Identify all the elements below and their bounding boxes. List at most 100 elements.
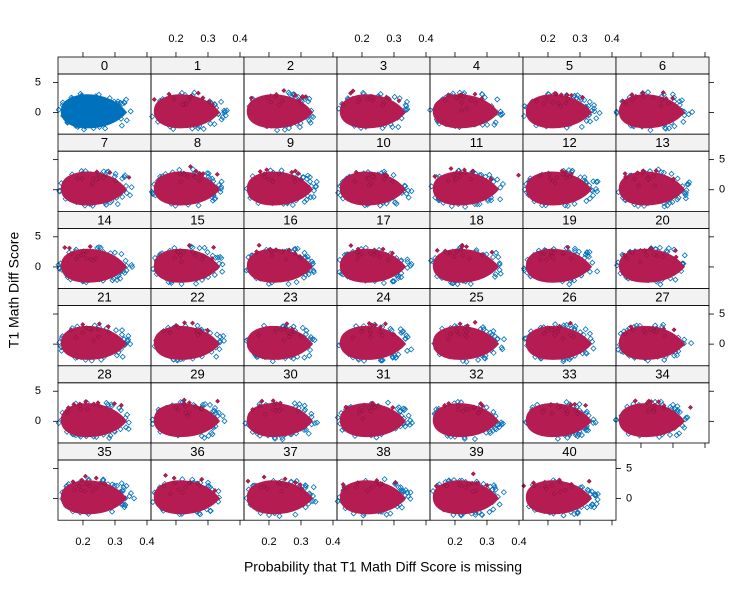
point-imputed: [366, 320, 372, 326]
point-imputed: [186, 480, 192, 486]
point-outline: [95, 244, 103, 251]
point-outline: [290, 355, 297, 362]
point-imputed: [343, 404, 349, 410]
point-imputed: [66, 245, 72, 251]
point-imputed: [673, 254, 679, 260]
point-outline: [590, 419, 597, 427]
point-imputed: [564, 411, 570, 417]
point-outline: [681, 336, 688, 343]
point-outline: [218, 254, 225, 262]
point-imputed: [586, 478, 592, 484]
point-outline: [683, 414, 690, 421]
point-imputed: [358, 251, 364, 257]
point-imputed: [451, 254, 457, 260]
point-cloud: [153, 480, 221, 515]
point-imputed: [126, 174, 132, 180]
point-imputed: [204, 327, 211, 333]
point-outline: [483, 404, 490, 411]
point-imputed: [473, 99, 479, 105]
point-outline: [207, 507, 214, 514]
point-imputed: [364, 488, 370, 494]
point-outline: [222, 108, 229, 115]
point-imputed: [190, 249, 196, 256]
point-outline: [204, 479, 212, 486]
point-outline: [588, 501, 595, 508]
point-imputed: [572, 401, 578, 407]
point-outline: [195, 125, 202, 132]
panel: 39 0.2 0.3 0.4: [429, 442, 527, 548]
point-outline: [303, 196, 310, 203]
point-imputed: [178, 259, 184, 265]
point-imputed: [292, 92, 298, 99]
point-imputed: [650, 173, 657, 179]
point-imputed: [286, 334, 292, 340]
point-imputed: [454, 248, 460, 255]
point-outline: [498, 344, 505, 351]
strip-label: 39: [469, 444, 483, 459]
point-outline: [493, 426, 500, 433]
point-imputed: [447, 331, 453, 337]
point-outline: [380, 279, 387, 287]
point-imputed: [282, 476, 288, 482]
point-imputed: [379, 333, 385, 339]
point-imputed: [80, 330, 86, 336]
point-imputed: [93, 255, 99, 261]
point-imputed: [245, 478, 251, 484]
point-outline: [305, 430, 312, 437]
point-imputed: [255, 332, 262, 338]
point-outline: [123, 482, 130, 489]
point-outline: [170, 125, 177, 133]
point-outline: [398, 329, 405, 336]
point-imputed: [463, 484, 469, 490]
point-outline: [395, 351, 402, 358]
point-imputed: [180, 489, 186, 495]
point-imputed: [161, 483, 167, 489]
point-imputed: [547, 176, 553, 182]
x-tick-label: 0.3: [572, 33, 587, 45]
point-imputed: [658, 103, 664, 109]
point-imputed: [620, 98, 626, 104]
point-imputed: [268, 99, 274, 105]
point-outline: [306, 117, 313, 124]
point-imputed: [355, 480, 361, 486]
point-imputed: [442, 402, 448, 408]
point-imputed: [557, 489, 563, 495]
point-imputed: [175, 324, 181, 330]
point-outline: [192, 280, 200, 287]
y-tick-label: 5: [35, 385, 41, 397]
point-imputed: [77, 403, 83, 409]
point-outline: [594, 490, 601, 498]
point-outline: [389, 278, 396, 285]
point-imputed: [354, 257, 360, 263]
strip-label: 4: [473, 58, 480, 73]
point-outline: [661, 203, 668, 210]
point-outline: [671, 123, 678, 130]
point-outline: [583, 197, 590, 205]
point-outline: [113, 276, 121, 283]
point-imputed: [515, 172, 522, 178]
point-imputed: [78, 487, 84, 493]
point-outline: [112, 327, 120, 334]
point-imputed: [460, 408, 466, 414]
point-imputed: [254, 249, 260, 255]
point-imputed: [453, 94, 459, 101]
point-outline: [576, 401, 583, 408]
point-imputed: [93, 176, 100, 182]
point-imputed: [283, 257, 289, 263]
panel: 7: [53, 133, 152, 212]
y-tick-label: 5: [35, 76, 41, 88]
point-imputed: [544, 96, 550, 102]
point-outline: [590, 345, 597, 352]
point-imputed: [209, 256, 215, 262]
point-outline: [194, 322, 201, 329]
point-outline: [674, 196, 681, 203]
point-outline: [303, 327, 310, 334]
point-outline: [671, 405, 678, 413]
point-imputed: [107, 169, 113, 176]
point-imputed: [459, 100, 465, 106]
point-imputed: [261, 484, 267, 490]
point-outline: [408, 260, 415, 268]
point-outline: [111, 249, 118, 256]
point-outline: [497, 270, 504, 277]
point-imputed: [641, 327, 647, 333]
